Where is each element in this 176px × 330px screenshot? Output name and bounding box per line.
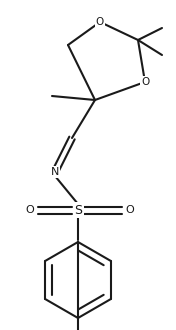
Text: O: O (141, 77, 149, 87)
Text: O: O (26, 205, 34, 215)
Text: O: O (126, 205, 134, 215)
Text: S: S (74, 204, 82, 216)
Text: O: O (96, 17, 104, 27)
Text: N: N (51, 167, 59, 177)
